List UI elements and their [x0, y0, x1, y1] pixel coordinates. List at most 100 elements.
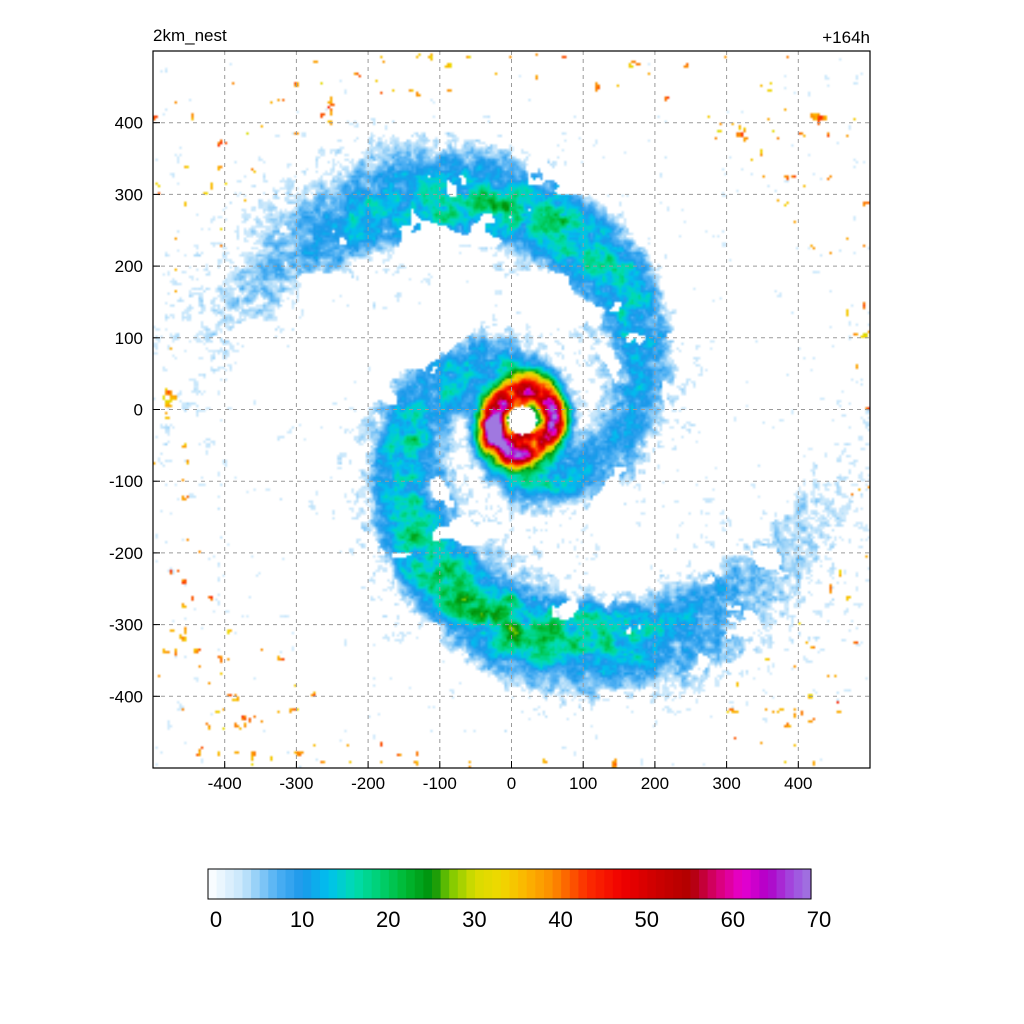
- colorbar-band: [630, 869, 640, 899]
- colorbar-tick-label: 0: [210, 907, 222, 932]
- y-tick-label: 100: [115, 329, 143, 348]
- colorbar-band: [285, 869, 295, 899]
- y-tick-label: 400: [115, 114, 143, 133]
- y-tick-label: -100: [109, 472, 143, 491]
- colorbar-band: [259, 869, 269, 899]
- colorbar-tick-label: 70: [807, 907, 831, 932]
- x-tick-label: 300: [712, 774, 740, 793]
- colorbar-band: [759, 869, 769, 899]
- y-tick-label: 200: [115, 257, 143, 276]
- colorbar-band: [535, 869, 545, 899]
- colorbar-band: [569, 869, 580, 899]
- colorbar-band: [397, 869, 407, 899]
- plot-area: [152, 50, 871, 769]
- x-tick-label: -300: [279, 774, 313, 793]
- colorbar-band: [767, 869, 778, 899]
- x-tick-label: 200: [641, 774, 669, 793]
- colorbar-band: [475, 869, 485, 899]
- colorbar-band: [371, 869, 381, 899]
- y-tick-label: 300: [115, 185, 143, 204]
- colorbar-band: [681, 869, 691, 899]
- x-tick-label: -400: [208, 774, 242, 793]
- colorbar-ticks: 0 10 20 30 40 50 60 70: [210, 907, 831, 932]
- x-tick-label: -200: [351, 774, 385, 793]
- colorbar-band: [345, 869, 356, 899]
- colorbar-band: [716, 869, 726, 899]
- forecast-hour-label: +164h: [822, 28, 870, 47]
- colorbar-band: [776, 869, 786, 899]
- y-tick-label: -400: [109, 687, 143, 706]
- colorbar-band: [587, 869, 597, 899]
- colorbar-band: [483, 869, 493, 899]
- x-tick-label: -100: [423, 774, 457, 793]
- colorbar-band: [337, 869, 347, 899]
- colorbar-band: [302, 869, 312, 899]
- colorbar-band: [251, 869, 261, 899]
- colorbar-band: [785, 869, 795, 899]
- colorbar-band: [225, 869, 235, 899]
- colorbar-tick-label: 50: [634, 907, 658, 932]
- colorbar-band: [216, 869, 226, 899]
- colorbar-band: [638, 869, 648, 899]
- colorbar-tick-label: 60: [721, 907, 745, 932]
- y-tick-label: 0: [134, 401, 143, 420]
- x-tick-label: 0: [507, 774, 516, 793]
- colorbar-band: [664, 869, 674, 899]
- colorbar-band: [742, 869, 752, 899]
- colorbar-band: [647, 869, 657, 899]
- colorbar-band: [518, 869, 528, 899]
- colorbar-band: [449, 869, 459, 899]
- colorbar-tick-label: 10: [290, 907, 314, 932]
- colorbar-band: [363, 869, 373, 899]
- y-tick-label: -200: [109, 544, 143, 563]
- colorbar-tick-label: 40: [548, 907, 572, 932]
- colorbar-band: [561, 869, 571, 899]
- colorbar-band: [328, 869, 338, 899]
- colorbar-band: [595, 869, 605, 899]
- colorbar-band: [655, 869, 666, 899]
- colorbar-band: [724, 869, 735, 899]
- y-tick-label: -300: [109, 616, 143, 635]
- colorbar-band: [578, 869, 588, 899]
- colorbar-band: [380, 869, 390, 899]
- colorbar-band: [552, 869, 562, 899]
- chart-title-left: 2km_nest: [153, 26, 227, 45]
- x-tick-label: 400: [784, 774, 812, 793]
- colorbar-band: [406, 869, 416, 899]
- colorbar-band: [707, 869, 717, 899]
- colorbar-band: [311, 869, 321, 899]
- colorbar-band: [690, 869, 700, 899]
- colorbar-band: [750, 869, 760, 899]
- colorbar-band: [699, 869, 709, 899]
- x-tick-label: 100: [569, 774, 597, 793]
- y-axis: 400 300 200 100 0 -100 -200 -300 -400: [109, 114, 160, 706]
- colorbar-band: [276, 869, 287, 899]
- colorbar-band: [242, 869, 252, 899]
- reflectivity-image: [153, 51, 870, 768]
- colorbar-band: [673, 869, 683, 899]
- colorbar-band: [612, 869, 623, 899]
- colorbar-band: [492, 869, 502, 899]
- colorbar-band: [621, 869, 631, 899]
- colorbar-bands: [208, 869, 812, 899]
- colorbar-tick-label: 20: [376, 907, 400, 932]
- x-axis: -400 -300 -200 -100 0 100 200 300 400: [208, 761, 812, 793]
- colorbar-band: [294, 869, 304, 899]
- colorbar-band: [423, 869, 433, 899]
- colorbar-band: [500, 869, 511, 899]
- colorbar-band: [543, 869, 554, 899]
- colorbar-band: [414, 869, 424, 899]
- colorbar-band: [802, 869, 812, 899]
- colorbar-band: [354, 869, 364, 899]
- colorbar-band: [604, 869, 614, 899]
- colorbar-band: [440, 869, 450, 899]
- colorbar-band: [733, 869, 743, 899]
- colorbar-band: [431, 869, 442, 899]
- colorbar: 0 10 20 30 40 50 60 70: [207, 868, 831, 932]
- colorbar-band: [233, 869, 244, 899]
- colorbar-band: [457, 869, 468, 899]
- colorbar-tick-label: 30: [462, 907, 486, 932]
- colorbar-band: [208, 869, 218, 899]
- colorbar-band: [388, 869, 399, 899]
- colorbar-band: [509, 869, 519, 899]
